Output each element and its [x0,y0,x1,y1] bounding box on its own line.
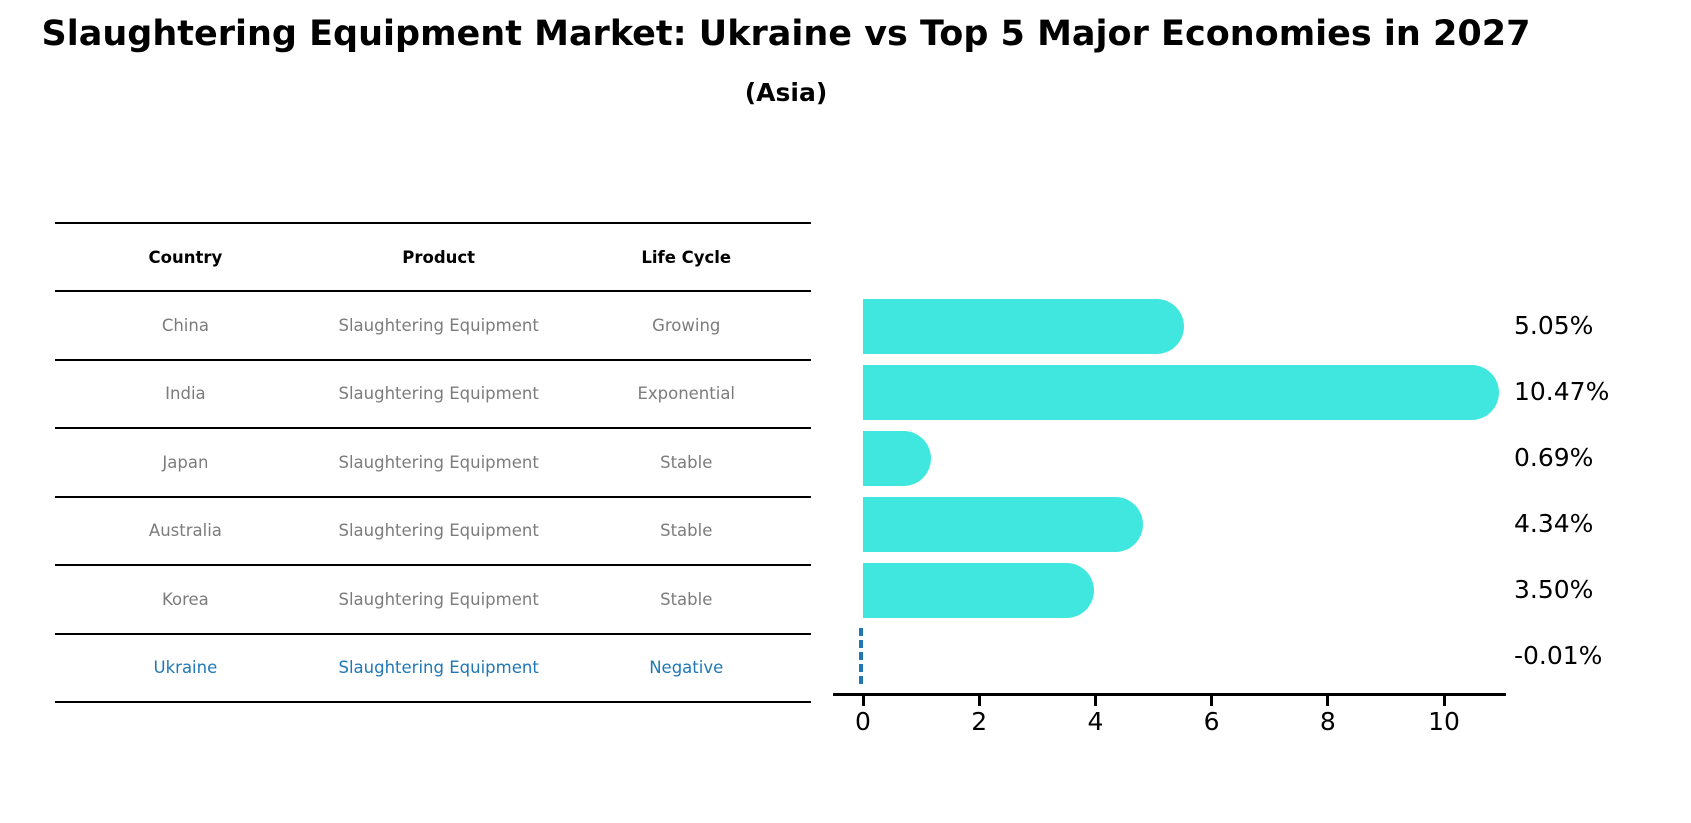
value-label: 0.69% [1514,443,1594,472]
value-label: 10.47% [1514,377,1610,406]
country-cell: Ukraine [153,658,218,678]
life-cycle-cell: Negative [649,658,724,678]
x-axis-line [833,693,1506,696]
bar [863,364,1499,420]
life-cycle-cell: Stable [660,452,713,472]
table-row: Korea Slaughtering Equipment Stable [55,566,811,635]
country-cell: China [161,315,209,335]
x-axis-tick [977,696,981,706]
chart-subtitle: (Asia) [744,78,828,107]
x-axis-tick-label: 4 [1087,707,1104,736]
life-cycle-cell: Growing [652,315,721,335]
column-header: Country [148,247,223,267]
bar [863,562,1094,618]
table-row: Australia Slaughtering Equipment Stable [55,498,811,566]
bar [863,496,1143,552]
chart-title: Slaughtering Equipment Market: Ukraine v… [41,14,1531,54]
comparison-table: Country Product Life Cycle China Slaughterin… [55,222,811,703]
x-axis-tick-label: 6 [1203,707,1220,736]
country-cell: India [165,384,206,404]
zero-value-marker [859,628,863,684]
life-cycle-cell: Exponential [637,384,736,404]
x-axis-tick [1093,696,1097,706]
product-cell: Slaughtering Equipment [338,658,539,678]
product-cell: Slaughtering Equipment [338,589,539,609]
value-label: -0.01% [1514,641,1603,670]
x-axis-tick [861,696,865,706]
x-axis-tick [1442,696,1446,706]
value-label: 5.05% [1514,311,1594,340]
column-header: Product [402,247,476,267]
table-header-row: Country Product Life Cycle [55,222,811,292]
column-header: Life Cycle [641,247,732,267]
x-axis-tick-label: 2 [971,707,988,736]
table-row: Ukraine Slaughtering Equipment Negative [55,635,811,703]
table-row: China Slaughtering Equipment Growing [55,292,811,361]
life-cycle-cell: Stable [660,589,713,609]
value-label: 3.50% [1514,575,1594,604]
table-row: India Slaughtering Equipment Exponential [55,361,811,429]
life-cycle-cell: Stable [660,521,713,541]
x-axis-tick [1210,696,1214,706]
x-axis-tick-label: 0 [855,707,871,736]
x-axis-tick [1326,696,1330,706]
x-axis-tick-label: 10 [1428,707,1460,736]
value-label: 4.34% [1514,509,1594,538]
country-cell: Australia [148,521,222,541]
bar [863,298,1184,354]
country-cell: Japan [162,452,209,472]
country-cell: Korea [162,589,209,609]
product-cell: Slaughtering Equipment [338,521,539,541]
product-cell: Slaughtering Equipment [338,452,539,472]
table-row: Japan Slaughtering Equipment Stable [55,429,811,498]
bar [863,430,931,486]
x-axis-tick-label: 8 [1319,707,1336,736]
product-cell: Slaughtering Equipment [338,384,539,404]
product-cell: Slaughtering Equipment [338,315,539,335]
